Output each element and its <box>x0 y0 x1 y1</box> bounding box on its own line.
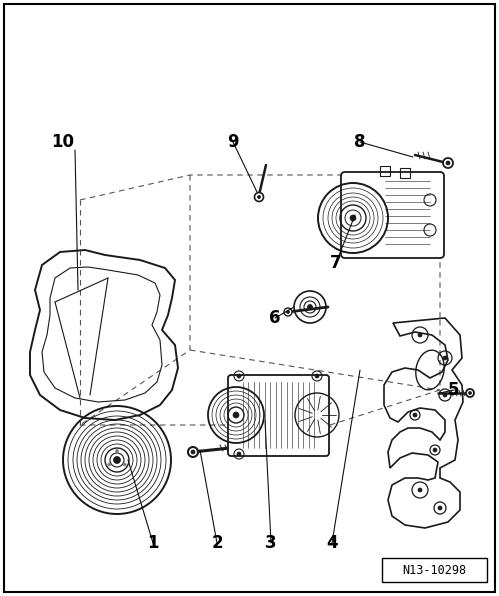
Circle shape <box>108 463 111 466</box>
Circle shape <box>443 158 453 168</box>
Circle shape <box>433 448 437 452</box>
FancyBboxPatch shape <box>341 172 444 258</box>
Circle shape <box>286 311 289 313</box>
Text: 9: 9 <box>227 133 239 151</box>
Text: 8: 8 <box>354 133 366 151</box>
FancyBboxPatch shape <box>228 375 329 456</box>
Circle shape <box>438 506 442 510</box>
Circle shape <box>115 449 118 452</box>
Text: 5: 5 <box>448 381 460 399</box>
Circle shape <box>307 305 312 309</box>
Bar <box>400 168 410 178</box>
Text: 3: 3 <box>265 534 277 552</box>
Circle shape <box>418 333 422 337</box>
Circle shape <box>443 356 447 360</box>
Circle shape <box>257 195 260 198</box>
Circle shape <box>350 215 356 221</box>
Circle shape <box>254 193 263 201</box>
Circle shape <box>443 393 447 397</box>
Circle shape <box>123 463 126 466</box>
Circle shape <box>237 452 241 456</box>
Text: 10: 10 <box>51 133 74 151</box>
Circle shape <box>469 392 472 395</box>
Text: N13-10298: N13-10298 <box>402 563 466 576</box>
Bar <box>380 166 390 176</box>
Text: 7: 7 <box>330 254 342 272</box>
Circle shape <box>188 447 198 457</box>
Circle shape <box>284 308 292 316</box>
Circle shape <box>418 488 422 492</box>
Circle shape <box>446 161 450 165</box>
Circle shape <box>413 413 417 417</box>
Circle shape <box>466 389 474 397</box>
Bar <box>382 558 487 582</box>
Circle shape <box>237 374 241 378</box>
Text: 1: 1 <box>147 534 159 552</box>
Text: 6: 6 <box>269 309 281 327</box>
Text: 4: 4 <box>326 534 338 552</box>
Circle shape <box>315 374 319 378</box>
Circle shape <box>113 457 120 464</box>
Text: 2: 2 <box>211 534 223 552</box>
Circle shape <box>191 450 195 454</box>
Circle shape <box>233 412 239 418</box>
